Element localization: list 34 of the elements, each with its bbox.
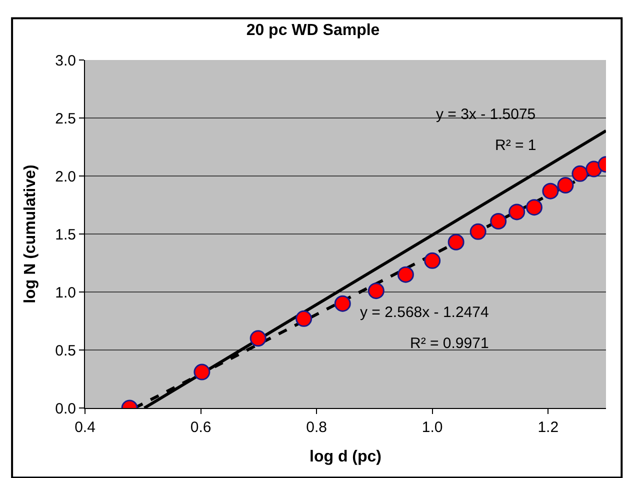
point — [334, 295, 351, 312]
point — [250, 330, 266, 347]
point — [542, 182, 559, 200]
chart-title: 20 pc WD Sample — [246, 22, 380, 40]
annotation: R² = 0.9971 — [410, 335, 489, 352]
y-tick-label: 2.0 — [55, 168, 76, 186]
point — [296, 310, 312, 327]
point — [586, 160, 602, 178]
y-tick-label: 2.5 — [55, 110, 76, 128]
point — [424, 252, 441, 269]
x-tick-label: 0.8 — [306, 419, 327, 436]
y-tick-label: 1.5 — [55, 226, 76, 244]
y-tick-label: 0.0 — [55, 400, 76, 418]
point — [572, 165, 588, 182]
x-tick-label: 0.6 — [190, 419, 212, 436]
annotation: y = 2.568x - 1.2474 — [360, 304, 489, 321]
x-tick-label: 0.4 — [74, 419, 96, 436]
y-axis-title: log N (cumulative) — [22, 164, 40, 304]
point — [368, 282, 384, 300]
point — [397, 266, 414, 283]
point — [557, 177, 574, 194]
x-tick-label: 1.0 — [422, 419, 443, 436]
point — [508, 204, 526, 220]
point — [490, 212, 507, 230]
annotation: R² = 1 — [495, 137, 536, 154]
point — [194, 364, 210, 380]
point — [526, 199, 542, 216]
point — [448, 234, 464, 250]
y-tick-label: 0.5 — [55, 342, 76, 360]
x-tick-label: 1.2 — [538, 419, 559, 436]
point — [470, 223, 486, 240]
x-axis-title: log d (pc) — [310, 448, 382, 466]
y-tick-label: 1.0 — [55, 284, 76, 302]
y-tick-label: 3.0 — [55, 52, 76, 70]
